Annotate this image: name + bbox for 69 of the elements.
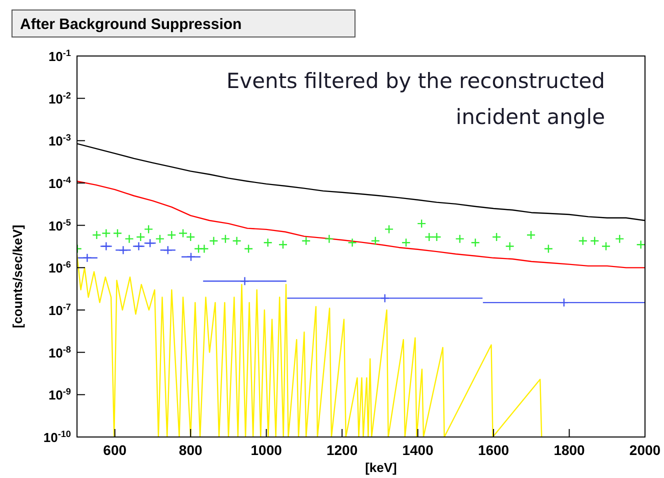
point — [92, 230, 102, 240]
point — [505, 242, 514, 251]
point — [578, 236, 588, 246]
point — [416, 218, 426, 228]
point — [544, 244, 554, 254]
point — [144, 224, 154, 234]
x-tick-label: 1000 — [250, 442, 282, 458]
y-axis-title: [counts/sec/keV] — [10, 224, 25, 328]
y-tick-label: 10$^{-8}$ — [48, 344, 71, 360]
y-tick-label: 10$^{-9}$ — [48, 386, 71, 403]
x-tick-label: 1200 — [326, 442, 358, 458]
point — [155, 234, 165, 244]
x-tick-label: 2000 — [629, 442, 661, 458]
point — [244, 244, 254, 254]
point — [186, 232, 196, 242]
x-tick-label: 600 — [103, 442, 127, 458]
line-series — [77, 180, 645, 268]
point — [526, 230, 536, 240]
x-tick-label: 1800 — [554, 442, 586, 458]
point — [278, 240, 288, 250]
point — [232, 236, 242, 246]
point — [186, 252, 196, 262]
point — [348, 238, 357, 248]
point — [432, 232, 442, 242]
y-tick-label: 10$^{-7}$ — [48, 302, 71, 318]
y-tick-label: 10$^{-3}$ — [48, 132, 71, 149]
point — [178, 228, 188, 238]
point — [615, 234, 624, 244]
point — [102, 242, 111, 251]
point — [167, 230, 176, 240]
point — [590, 236, 600, 246]
line-series — [77, 254, 542, 437]
point — [401, 238, 411, 248]
point — [163, 246, 172, 255]
y-tick-label: 10$^{-1}$ — [48, 48, 71, 64]
y-tick-label: 10$^{-6}$ — [48, 260, 71, 276]
y-tick-label: 10$^{-10}$ — [43, 429, 71, 445]
point — [220, 234, 230, 244]
point — [636, 240, 645, 250]
x-tick-label: 1600 — [478, 442, 510, 458]
point — [82, 253, 92, 263]
point — [124, 234, 134, 244]
point — [324, 234, 334, 244]
x-tick-label: 1400 — [402, 442, 434, 458]
point — [200, 244, 209, 254]
point — [384, 224, 394, 234]
x-axis-title: [keV] — [365, 460, 397, 475]
point — [424, 232, 434, 242]
point — [380, 294, 390, 303]
chart-title: After Background Suppression — [20, 16, 242, 33]
point — [455, 234, 464, 244]
y-tick-label: 10$^{-5}$ — [48, 217, 71, 234]
point — [102, 228, 111, 238]
point — [301, 236, 311, 246]
point — [136, 232, 146, 242]
point — [240, 276, 250, 286]
point — [209, 236, 218, 246]
y-tick-label: 10$^{-4}$ — [48, 175, 72, 191]
point — [470, 238, 480, 248]
x-tick-label: 800 — [178, 442, 202, 458]
point — [112, 228, 122, 238]
point — [118, 246, 128, 255]
point — [601, 242, 611, 251]
y-tick-label: 10$^{-2}$ — [48, 90, 71, 106]
point — [492, 232, 502, 242]
point — [263, 238, 272, 248]
point — [559, 298, 569, 308]
annotation: Events filtered by the reconstructed incident angle — [226, 69, 605, 129]
point — [370, 236, 380, 246]
